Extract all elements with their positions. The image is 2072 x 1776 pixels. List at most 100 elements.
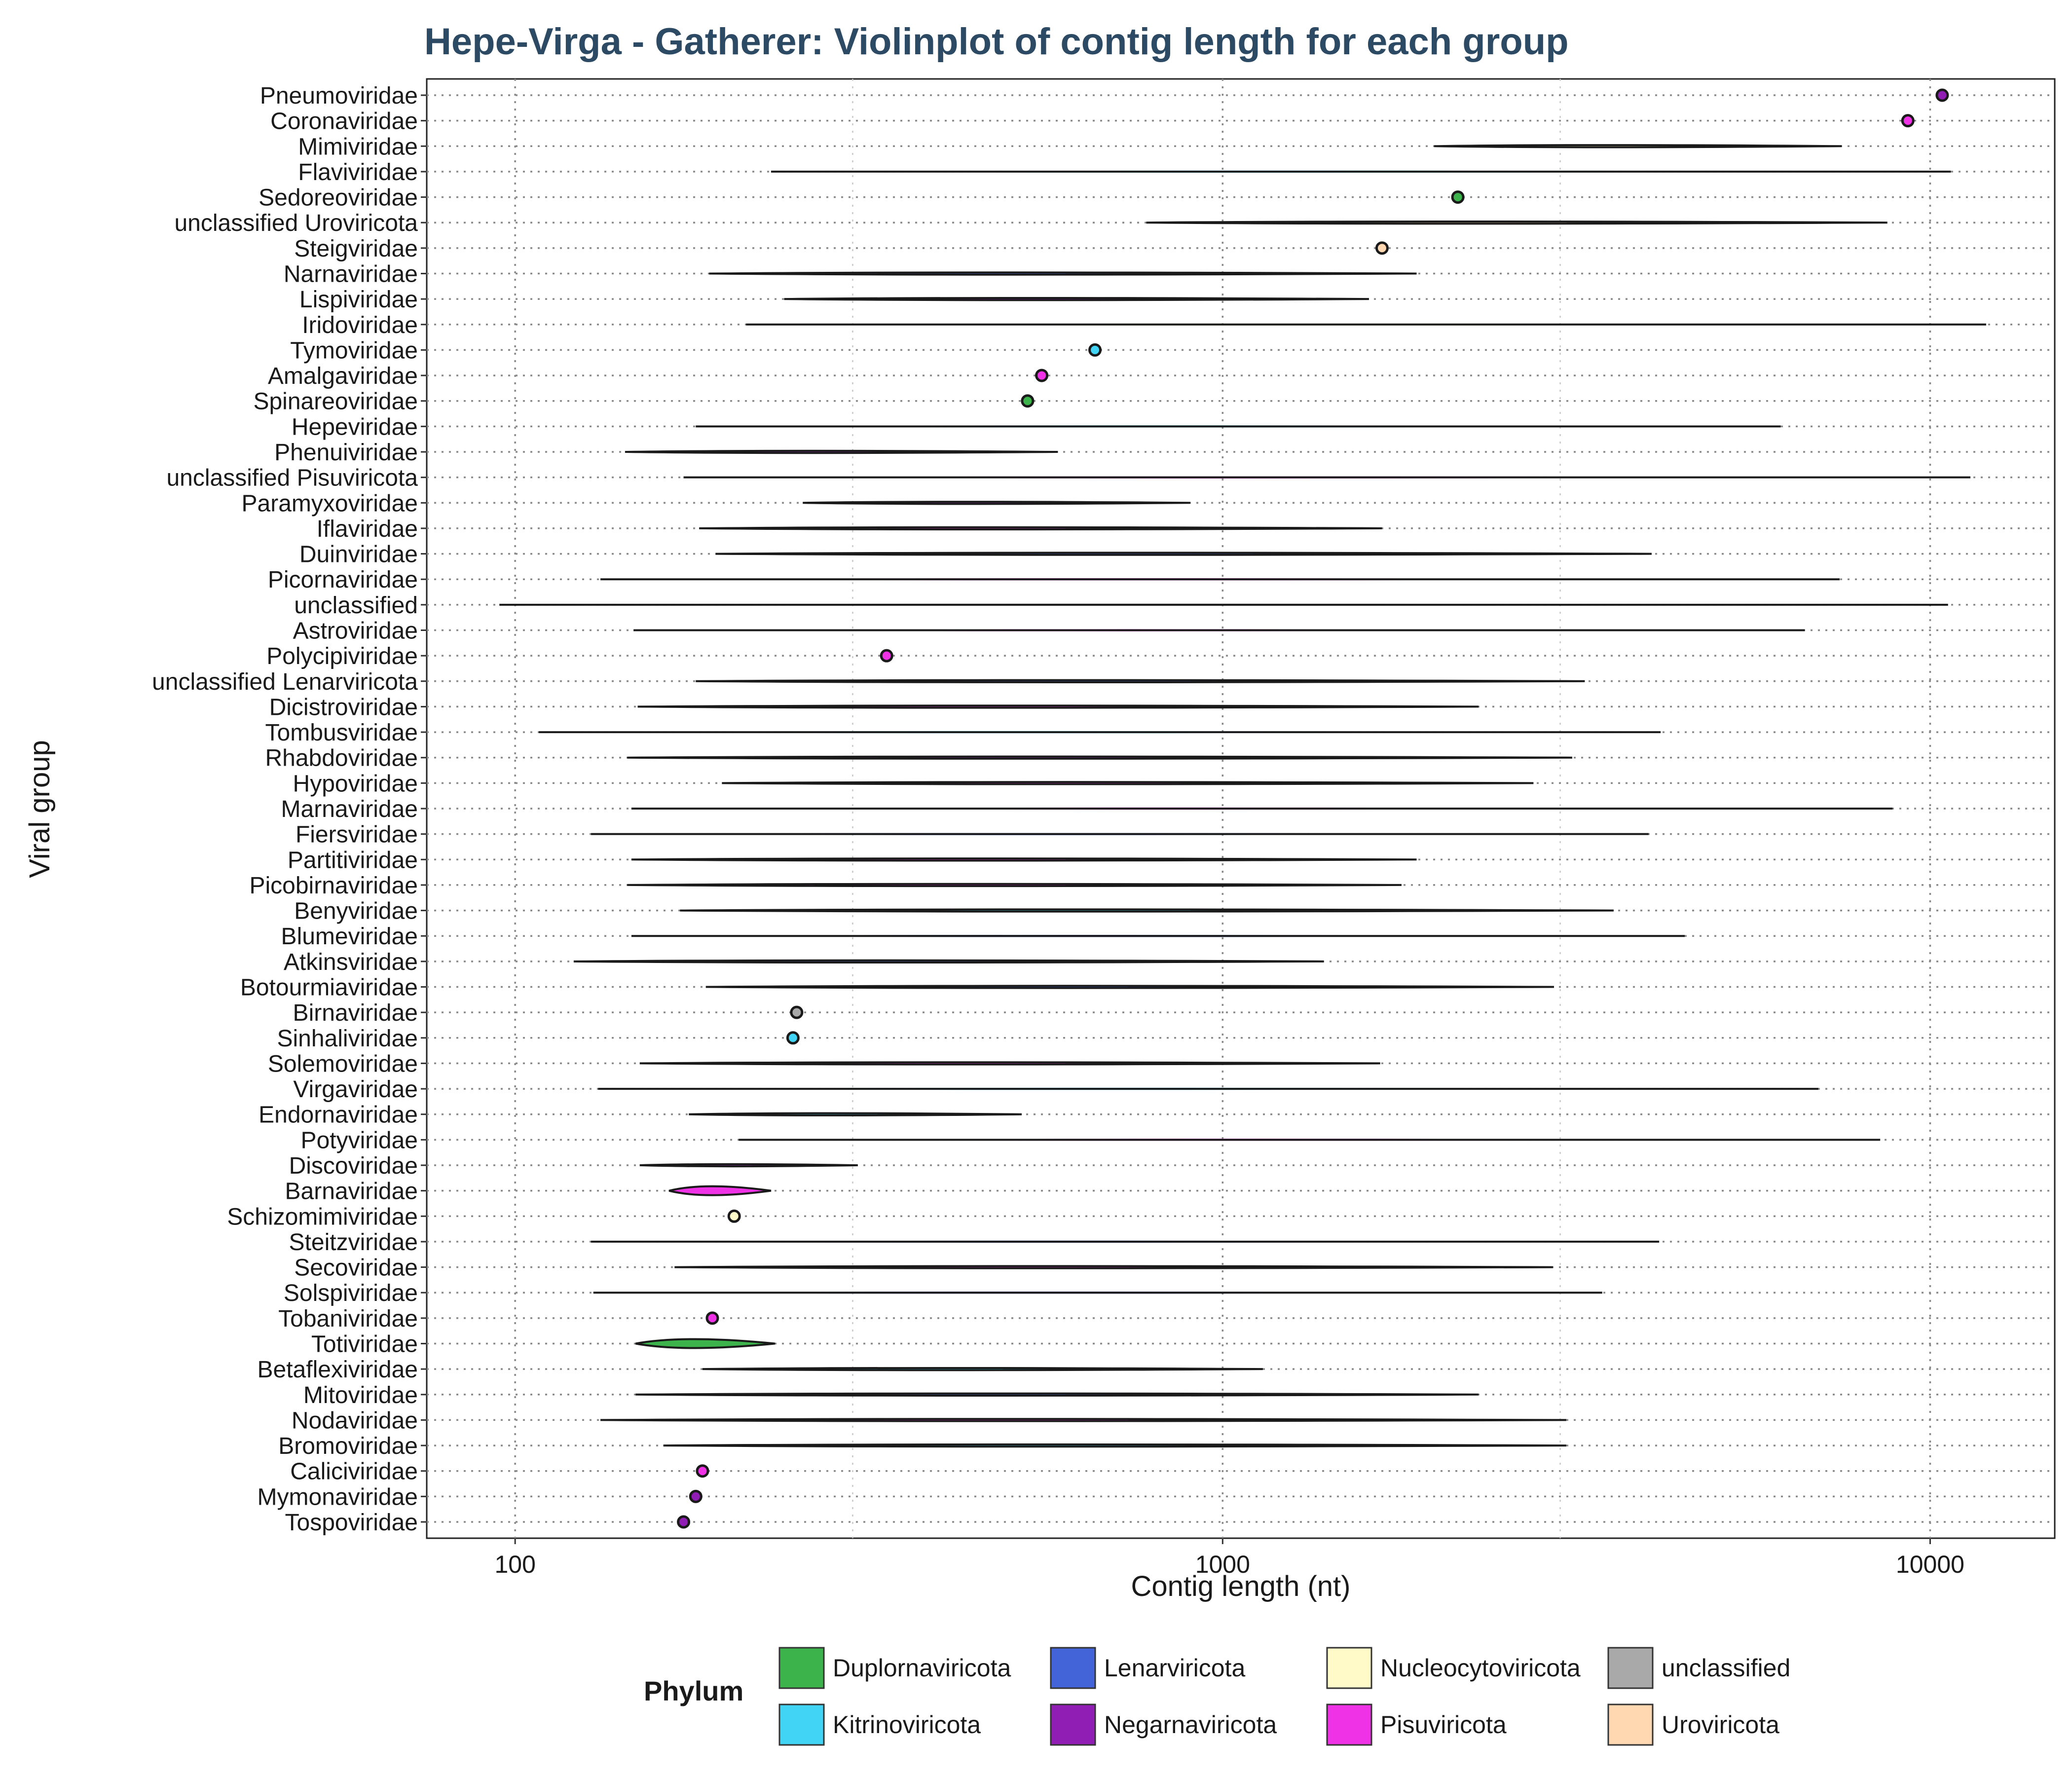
y-category-label: Caliciviridae — [290, 1459, 418, 1485]
violin-shape — [600, 577, 1840, 582]
y-category-label: Totiviridae — [311, 1332, 418, 1358]
x-tick-labels: 100 1000 10000 — [494, 1538, 1964, 1578]
y-category-label: Narnaviridae — [284, 261, 418, 288]
violin-point — [705, 1311, 719, 1325]
y-category-label: Benyviridae — [294, 898, 418, 925]
y-category-label: Picobirnaviridae — [249, 873, 418, 899]
violin-shape — [803, 501, 1190, 505]
y-category-label: Solemoviridae — [268, 1051, 418, 1077]
violin-shape — [573, 959, 1324, 964]
violin-shape — [637, 704, 1479, 709]
violin-shape — [771, 169, 1951, 174]
violin-shape — [598, 1086, 1818, 1091]
x-tick-label: 1000 — [1195, 1551, 1250, 1578]
legend-entry-label: unclassified — [1662, 1654, 1790, 1682]
y-category-label: Tombusviridae — [265, 720, 418, 746]
y-category-label: unclassified Lenarviricota — [152, 669, 418, 695]
violin-shape — [1146, 221, 1887, 225]
legend-swatch — [1050, 1647, 1096, 1689]
y-category-label: Duinviridae — [299, 542, 418, 568]
violin-shape — [627, 755, 1573, 760]
violin-shape — [705, 985, 1554, 989]
y-category-label: Astroviridae — [293, 618, 418, 644]
violin-shape — [631, 934, 1685, 938]
y-category-label: Endornaviridae — [259, 1102, 418, 1128]
violin-point — [727, 1209, 741, 1223]
y-category-label: Nodaviridae — [292, 1407, 418, 1434]
y-category-label: Polycipiviridae — [266, 643, 418, 669]
violin-shape — [627, 883, 1402, 888]
y-category-label: Mimiviridae — [298, 134, 418, 160]
violins — [499, 88, 1987, 1529]
legend-entry-label: Uroviricota — [1662, 1711, 1779, 1739]
violin-shape — [689, 1112, 1022, 1116]
y-category-label: unclassified — [294, 592, 418, 619]
y-category-label: Betaflexiviridae — [258, 1357, 418, 1383]
y-category-label: Iridoviridae — [302, 312, 418, 338]
violin-shape — [633, 628, 1805, 632]
y-category-label: Picornaviridae — [268, 567, 418, 593]
x-axis-label: Contig length (nt) — [1131, 1570, 1351, 1602]
y-category-label: Paramyxoviridae — [242, 490, 418, 517]
y-category-label: Hypoviridae — [293, 771, 418, 797]
violin-shape — [699, 526, 1382, 531]
y-category-label: Coronaviridae — [270, 109, 418, 135]
violin-point — [1901, 114, 1915, 128]
violin-shape — [1434, 144, 1842, 148]
y-category-label: Partitiviridae — [288, 847, 418, 873]
violin-point — [689, 1489, 703, 1503]
y-category-label: Potyviridae — [301, 1127, 418, 1153]
legend-entry-label: Lenarviricota — [1104, 1654, 1245, 1682]
legend-entry-label: Kitrinoviricota — [833, 1711, 981, 1739]
y-category-label: Discoviridae — [289, 1153, 418, 1179]
y-category-label: Phenuiviridae — [274, 440, 418, 466]
violin-shape — [784, 296, 1369, 301]
violin-shape — [722, 781, 1534, 785]
y-category-label: Secoviridae — [294, 1255, 418, 1281]
legend-title: Phylum — [644, 1675, 743, 1706]
x-tick-label: 100 — [494, 1551, 535, 1578]
y-category-label: Sedoreoviridae — [259, 185, 418, 211]
violin-shape — [668, 1185, 772, 1196]
violin-shape — [683, 475, 1971, 480]
violin-shape — [631, 806, 1893, 811]
violin-shape — [625, 449, 1058, 454]
violin-shape — [696, 424, 1781, 429]
y-category-label: Botourmiaviridae — [240, 975, 418, 1001]
y-category-label: Tospoviridae — [285, 1510, 418, 1536]
y-category-label: Barnaviridae — [285, 1179, 418, 1205]
legend-swatch — [1326, 1647, 1372, 1689]
y-category-label: Tobaniviridae — [278, 1306, 418, 1332]
y-category-label: Virgaviridae — [293, 1076, 418, 1103]
y-category-label: Steigviridae — [294, 236, 418, 262]
y-category-label: Rhabdoviridae — [265, 745, 418, 772]
violin-shape — [600, 1418, 1566, 1422]
y-category-label: Iflaviridae — [317, 516, 418, 542]
violin-point — [677, 1515, 691, 1529]
y-category-label: unclassified Pisuviricota — [166, 465, 418, 491]
y-category-label: Tymoviridae — [290, 337, 418, 364]
violin-point — [880, 649, 893, 663]
legend-entry-label: Pisuviricota — [1380, 1711, 1507, 1739]
legend-swatch — [1607, 1647, 1654, 1689]
legend-swatch — [1326, 1703, 1372, 1746]
violin-shape — [680, 908, 1614, 913]
y-category-label: Mymonaviridae — [258, 1484, 418, 1510]
chart-title: Hepe-Virga - Gatherer: Violinplot of con… — [424, 21, 1569, 63]
violin-point — [1451, 190, 1465, 204]
violin-shape — [635, 1392, 1479, 1397]
legend-entry-label: Duplornaviricota — [833, 1654, 1011, 1682]
legend: Duplornaviricota Kitrinoviricota Lenarviri… — [778, 1647, 1790, 1746]
violin-shape — [635, 1338, 776, 1349]
violin-shape — [674, 1265, 1553, 1269]
violin-point — [1035, 369, 1049, 382]
violin-shape — [591, 1239, 1660, 1244]
violin-point — [1088, 343, 1102, 357]
y-category-label: Pneumoviridae — [260, 83, 418, 109]
violin-shape — [591, 832, 1649, 836]
legend-entry-label: Nucleocytoviricota — [1380, 1654, 1581, 1682]
violin-shape — [709, 271, 1417, 276]
violin-shape — [539, 730, 1661, 735]
y-category-label: Sinhaliviridae — [277, 1026, 418, 1052]
